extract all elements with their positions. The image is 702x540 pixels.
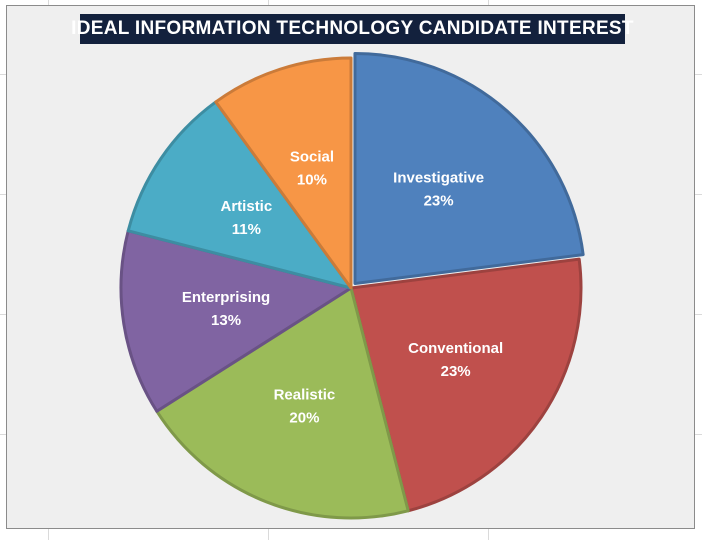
slice-realistic[interactable] (155, 286, 410, 520)
slice-enterprising[interactable] (119, 229, 353, 413)
chart-title: IDEAL INFORMATION TECHNOLOGY CANDIDATE I… (71, 14, 634, 44)
slice-value-social: 10% (297, 172, 327, 189)
slice-label-social: Social (290, 149, 334, 166)
slice-value-conventional: 23% (441, 363, 471, 380)
slice-social[interactable] (214, 56, 353, 290)
slice-conventional[interactable] (349, 257, 583, 513)
slice-label-artistic: Artistic (221, 198, 273, 215)
pie-labels: Investigative 23% Conventional 23% Realistic… (182, 149, 503, 427)
slice-label-conventional: Conventional (408, 340, 503, 357)
slice-investigative[interactable] (353, 51, 585, 285)
slice-label-investigative: Investigative (393, 170, 484, 187)
pie-chart: Investigative 23% Conventional 23% Realistic… (119, 51, 585, 520)
slice-value-enterprising: 13% (211, 312, 241, 329)
slice-label-enterprising: Enterprising (182, 289, 270, 306)
pie-slices (119, 51, 585, 520)
slice-artistic[interactable] (126, 100, 353, 290)
slice-value-artistic: 11% (232, 221, 261, 238)
slice-label-realistic: Realistic (274, 387, 336, 404)
slice-value-investigative: 23% (424, 193, 454, 210)
chart-area[interactable]: IDEAL INFORMATION TECHNOLOGY CANDIDATE I… (6, 5, 695, 529)
slice-value-realistic: 20% (289, 410, 319, 427)
